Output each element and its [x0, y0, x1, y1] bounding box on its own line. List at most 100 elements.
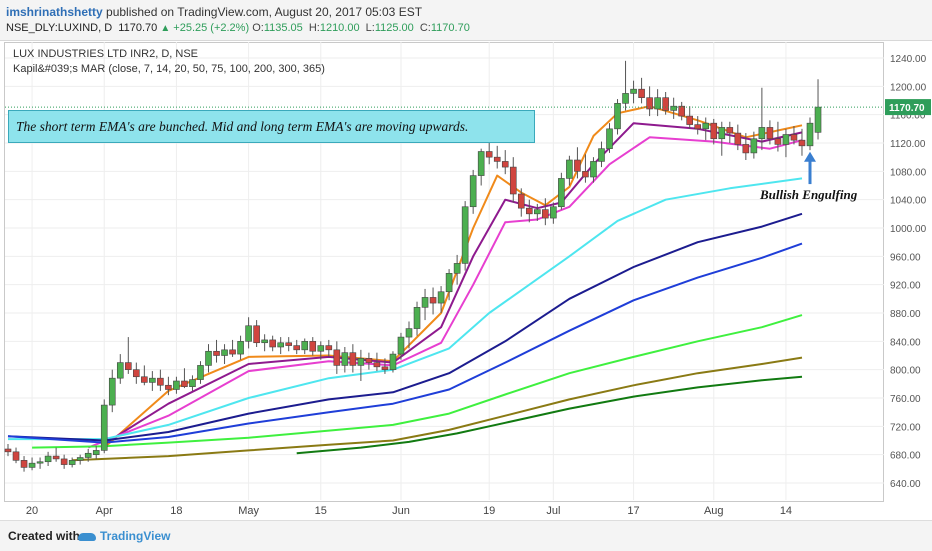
candle-body — [413, 307, 421, 329]
candle-body — [285, 342, 293, 346]
candle-body — [766, 127, 774, 140]
candle-body — [445, 273, 453, 293]
y-tick-label: 1200.00 — [890, 82, 927, 93]
candle-body — [710, 122, 718, 140]
price-chart[interactable]: 640.00 680.00 720.00 760.00 800.00 840.00 880.… — [0, 42, 932, 520]
candle-body — [309, 341, 317, 352]
pattern-label: Bullish Engulfing — [760, 187, 858, 202]
candle-body — [750, 138, 758, 154]
candle-body — [798, 139, 806, 147]
candle-body — [68, 460, 76, 465]
candle-body — [36, 461, 44, 464]
x-tick-label: May — [238, 505, 259, 517]
candle-body — [718, 127, 726, 140]
y-tick-label: 920.00 — [890, 281, 921, 292]
candle-body — [141, 376, 148, 383]
candle-body — [100, 404, 108, 451]
high-value: 1210.00 — [319, 22, 360, 34]
y-tick-label: 960.00 — [890, 252, 921, 263]
candle-body — [181, 380, 188, 387]
ema-line — [87, 136, 803, 449]
y-tick-label: 1040.00 — [890, 196, 927, 207]
ema-line — [7, 242, 803, 444]
candle-body — [213, 350, 220, 356]
ema-line — [7, 212, 803, 442]
candle-body — [76, 457, 84, 461]
candle-body — [269, 339, 276, 348]
candle-body — [574, 159, 581, 172]
candle-body — [116, 362, 124, 379]
ema-line — [103, 122, 803, 445]
x-tick-label: 15 — [315, 505, 327, 517]
candle-body — [125, 362, 132, 370]
candle-body — [726, 127, 734, 134]
y-tick-label: 640.00 — [890, 479, 921, 490]
candle-body — [165, 384, 172, 390]
x-tick-label: Jul — [546, 505, 560, 517]
candle-body — [493, 156, 501, 162]
x-tick-label: 14 — [780, 505, 792, 517]
candle-body — [149, 377, 156, 383]
candle-body — [20, 460, 28, 468]
candle-body — [806, 122, 814, 147]
candle-body — [509, 166, 517, 195]
candle-body — [189, 379, 196, 387]
candle-body — [277, 342, 284, 348]
y-tick-label: 1080.00 — [890, 167, 927, 178]
candle-body — [429, 297, 437, 304]
y-tick-label: 800.00 — [890, 366, 921, 377]
y-tick-label: 880.00 — [890, 309, 921, 320]
candle-body — [221, 349, 228, 356]
candle-body — [60, 458, 68, 465]
candle-body — [670, 105, 677, 111]
candle-body — [373, 362, 381, 368]
candle-body — [341, 352, 349, 366]
candle-body — [686, 115, 694, 125]
author-link[interactable]: imshrinathshetty — [6, 5, 103, 19]
indicator-legend: Kapil&#039;s MAR (close, 7, 14, 20, 50, … — [13, 63, 325, 75]
y-tick-label: 840.00 — [890, 337, 921, 348]
candle-body — [469, 175, 477, 208]
candle-body — [301, 341, 309, 351]
candle-body — [357, 358, 365, 366]
x-tick-label: Apr — [96, 505, 113, 517]
candle-body — [742, 144, 750, 154]
symbol-name: NSE_DLY:LUXIND, D — [6, 22, 113, 34]
tradingview-cloud-icon — [78, 532, 96, 541]
candle-body — [758, 127, 766, 140]
candle-body — [253, 325, 260, 344]
candle-body — [245, 325, 252, 342]
footer-bar: Created with TradingView — [0, 520, 932, 551]
candle-body — [694, 124, 702, 130]
candle-body — [405, 328, 413, 338]
candle-body — [173, 380, 180, 390]
candle-body — [774, 138, 782, 145]
y-tick-label: 720.00 — [890, 422, 921, 433]
candle-body — [453, 263, 461, 274]
candle-body — [108, 377, 116, 406]
candle-body — [614, 103, 621, 130]
candle-body — [84, 452, 92, 458]
tradingview-logo[interactable]: TradingView — [78, 529, 170, 543]
candle-body — [501, 161, 509, 168]
price-change: +25.25 (+2.2%) — [173, 22, 250, 34]
candle-body — [790, 134, 798, 141]
candle-body — [606, 128, 613, 149]
header-bar: imshrinathshetty published on TradingVie… — [0, 0, 932, 41]
up-arrow-icon: ▲ — [160, 23, 171, 34]
candle-body — [678, 105, 685, 117]
x-tick-label: Aug — [704, 505, 724, 517]
candle-body — [381, 366, 389, 370]
candle-body — [333, 349, 341, 366]
last-price-tag — [885, 99, 931, 116]
x-tick-label: 17 — [627, 505, 639, 517]
candle-body — [550, 206, 557, 219]
y-tick-label: 1160.00 — [890, 111, 926, 122]
published-text: published on TradingView.com, August 20,… — [106, 5, 423, 19]
candle-body — [237, 341, 244, 355]
candle-body — [437, 291, 445, 304]
candle-body — [92, 450, 100, 455]
candle-body — [590, 161, 597, 178]
candle-body — [325, 345, 333, 351]
candle-body — [261, 339, 268, 344]
